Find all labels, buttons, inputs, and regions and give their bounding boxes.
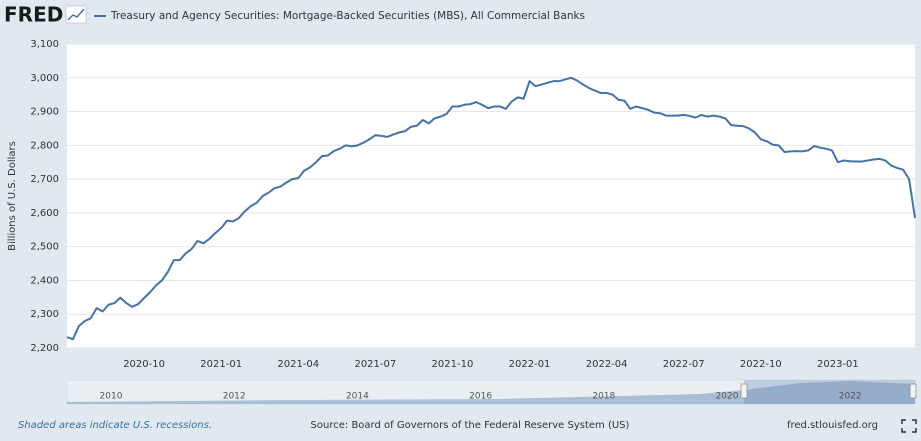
x-tick-label: 2022-10 — [740, 359, 782, 370]
site: fred.stlouisfed.org — [787, 420, 878, 431]
x-tick-label: 2021-10 — [432, 359, 474, 370]
recession-note: Shaded areas indicate U.S. recessions. — [18, 420, 212, 431]
plot-area — [67, 44, 915, 348]
y-tick-label: 2,700 — [30, 174, 59, 185]
x-tick-label: 2022-01 — [509, 359, 551, 370]
x-tick-label: 2022-07 — [663, 359, 705, 370]
y-tick-label: 2,900 — [30, 107, 59, 118]
y-tick-label: 3,100 — [30, 39, 59, 50]
y-tick-label: 3,000 — [30, 73, 59, 84]
navigator-label: 2014 — [346, 392, 369, 402]
y-tick-label: 2,400 — [30, 275, 59, 286]
logo: FRED — [4, 3, 63, 27]
navigator-label: 2022 — [839, 392, 862, 402]
navigator-label: 2016 — [469, 392, 492, 402]
y-tick-label: 2,300 — [30, 309, 59, 320]
x-tick-label: 2022-04 — [586, 359, 628, 370]
x-tick-label: 2021-07 — [354, 359, 396, 370]
y-tick-label: 2,600 — [30, 208, 59, 219]
navigator-label: 2010 — [100, 392, 123, 402]
y-axis-label: Billions of U.S. Dollars — [7, 141, 18, 251]
x-tick-label: 2020-10 — [123, 359, 165, 370]
navigator — [66, 379, 917, 405]
navigator-label: 2020 — [716, 392, 739, 402]
navigator-label: 2018 — [592, 392, 615, 402]
y-tick-label: 2,800 — [30, 140, 59, 151]
x-tick-label: 2021-04 — [277, 359, 319, 370]
x-tick-label: 2021-01 — [200, 359, 242, 370]
legend-label: Treasury and Agency Securities: Mortgage… — [110, 10, 585, 22]
line-series — [66, 76, 916, 341]
logo-icon — [65, 5, 87, 24]
source: Source: Board of Governors of the Federa… — [311, 420, 630, 431]
fullscreen-icon[interactable] — [901, 419, 917, 433]
x-tick-label: 2023-01 — [817, 359, 859, 370]
y-tick-label: 2,500 — [30, 242, 59, 253]
navigator-label: 2012 — [223, 392, 246, 402]
y-tick-label: 2,200 — [30, 343, 59, 354]
